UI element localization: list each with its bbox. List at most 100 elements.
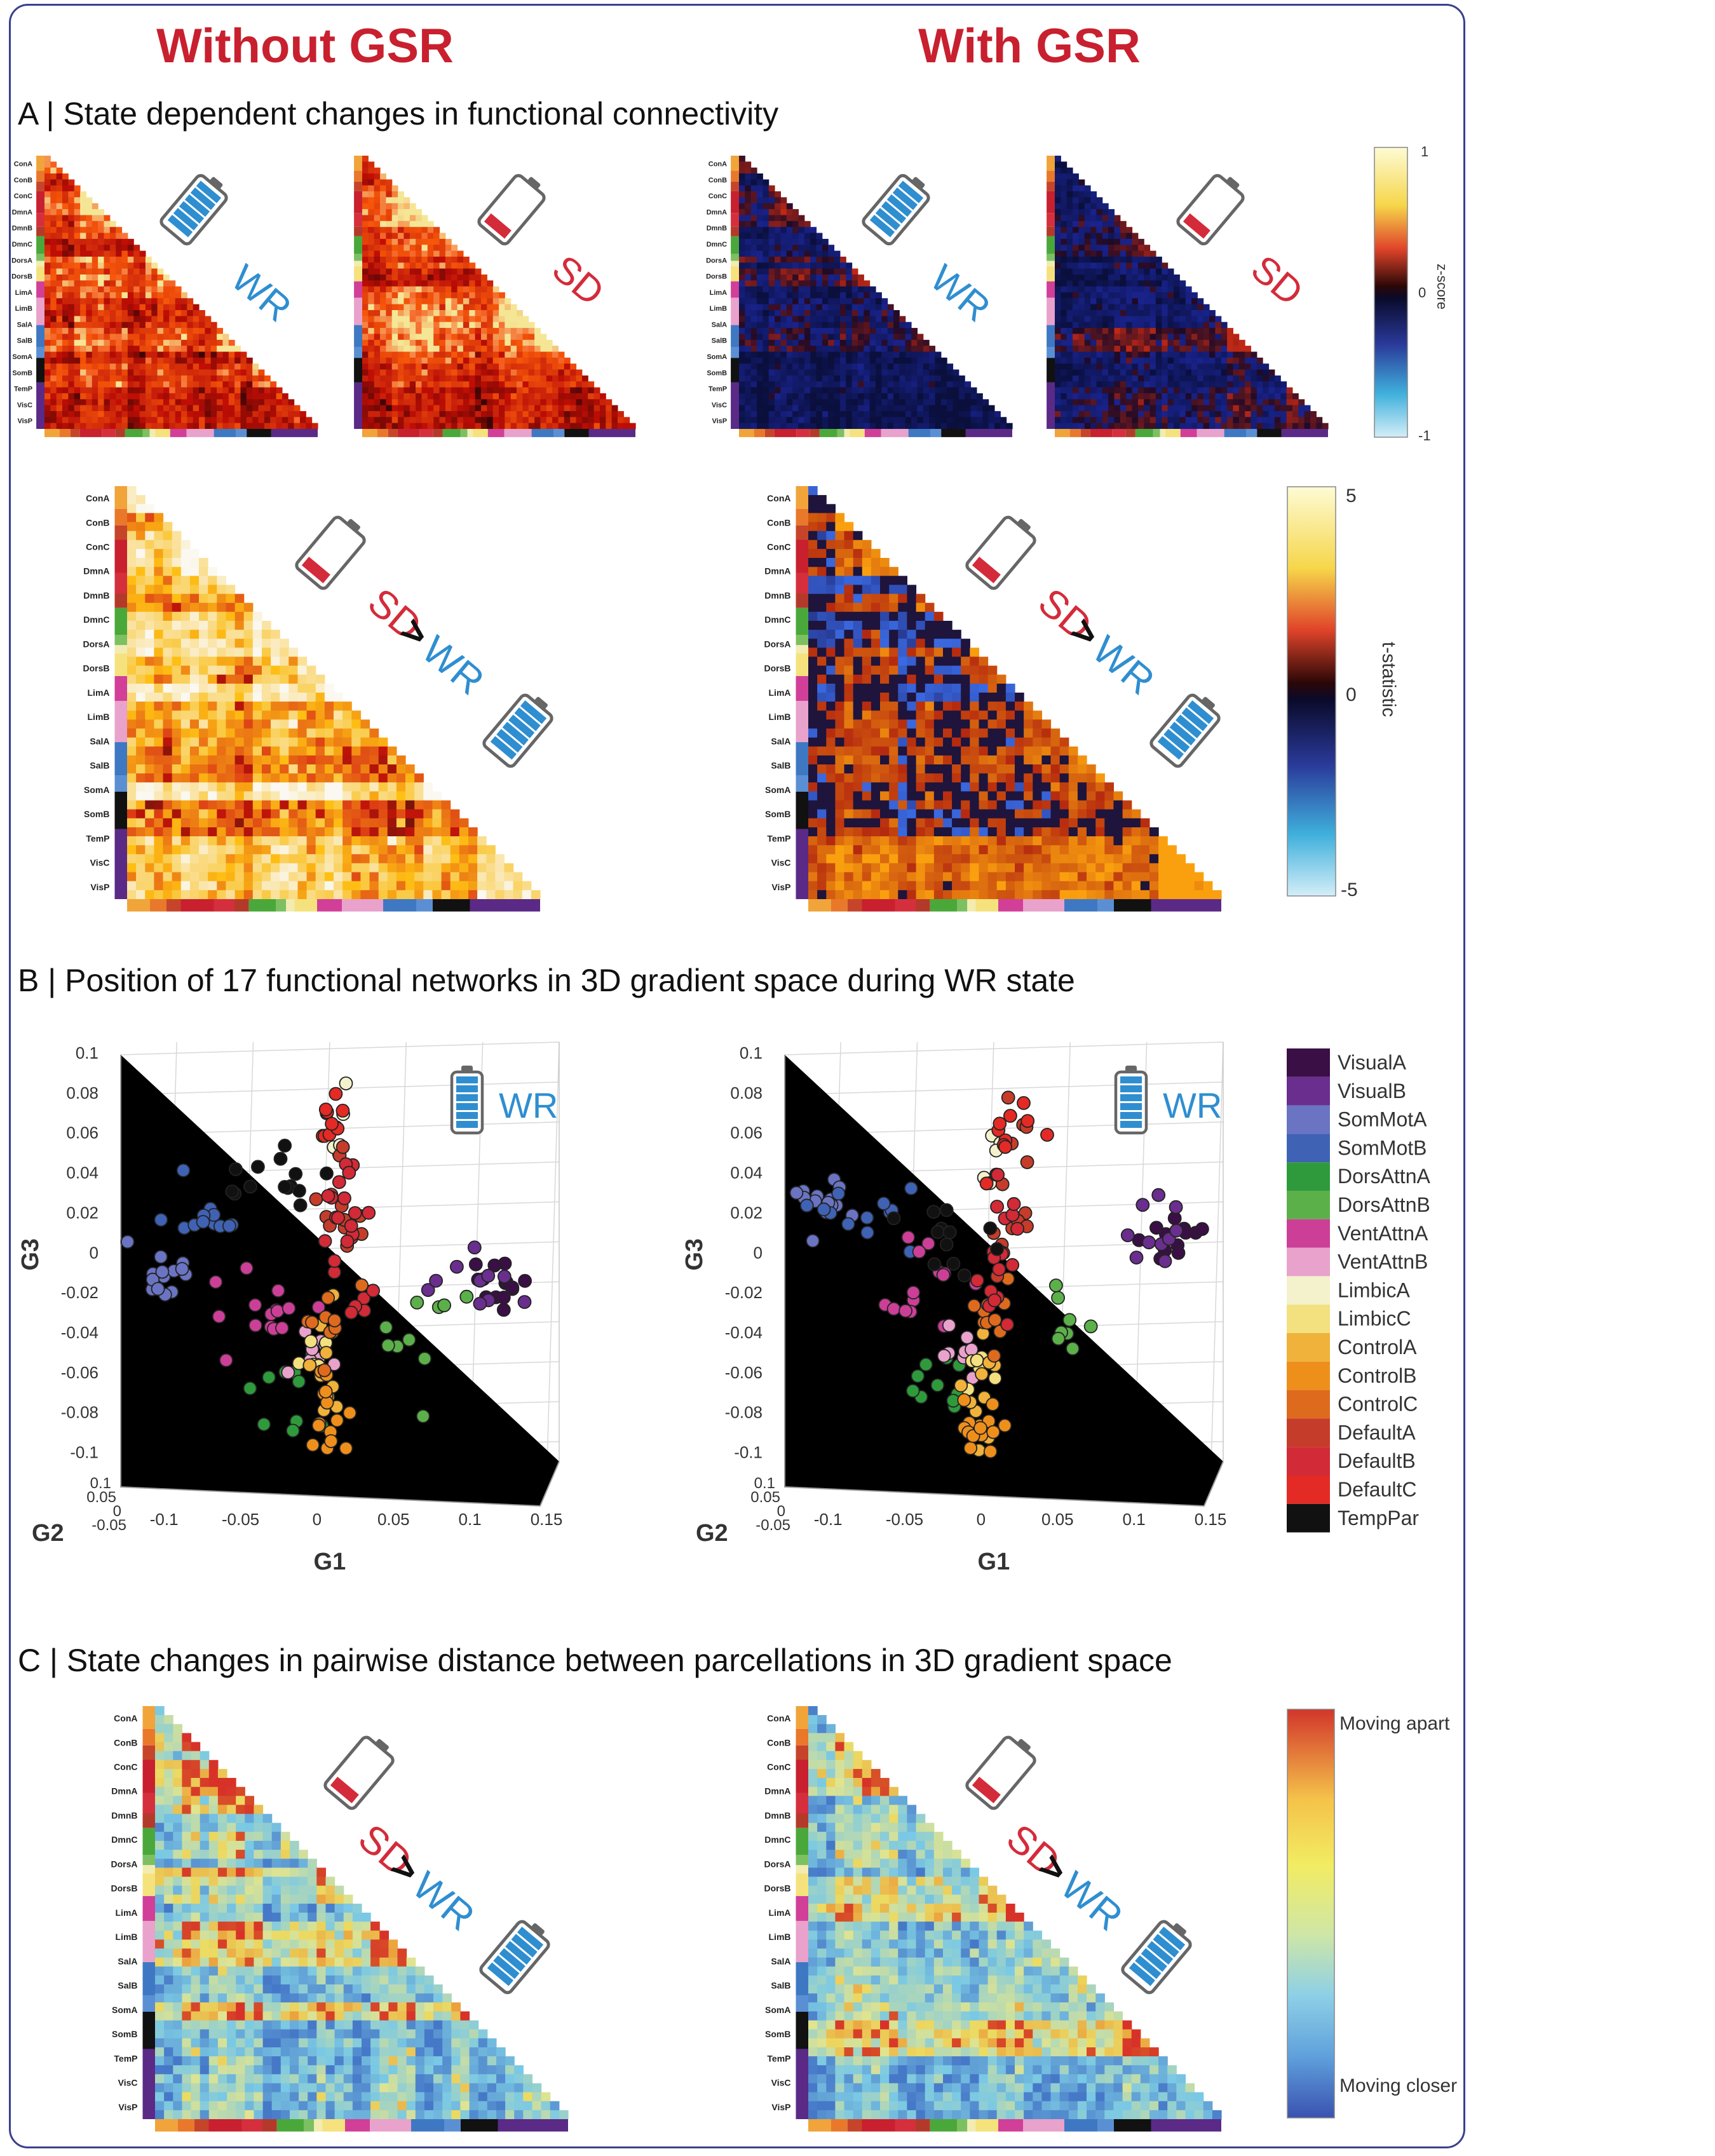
network-bar-left — [796, 1855, 808, 1866]
network-label: ConA — [767, 493, 790, 503]
colorbar-tstat-bottom: -5 — [1341, 879, 1358, 900]
colorbar-zscore: 1 0 -1 z-score — [1374, 144, 1450, 444]
battery-full-icon — [482, 693, 553, 768]
network-bar-left — [796, 635, 808, 646]
network-label: LimB — [15, 305, 33, 313]
point-VisualB — [1158, 1254, 1172, 1268]
network-label: TemP — [86, 833, 109, 843]
wr-label: WR — [499, 1085, 558, 1125]
y-tick-label: -0.05 — [92, 1517, 126, 1534]
point-TempPar — [957, 1268, 972, 1283]
point-DefaultB — [1000, 1317, 1015, 1332]
point-TempPar — [288, 1167, 303, 1181]
network-bar-bottom — [115, 429, 125, 437]
point-TempPar — [292, 1184, 306, 1198]
point-VisualA — [518, 1273, 532, 1288]
network-bar-left — [796, 539, 808, 573]
network-label: ConC — [14, 193, 32, 200]
network-bar-bottom — [881, 429, 909, 437]
network-label: SalB — [17, 337, 33, 345]
colorbar-zscore-mid: 0 — [1418, 285, 1426, 301]
x-tick-label: 0.1 — [1123, 1510, 1146, 1529]
point-DorsAttnB — [1049, 1278, 1063, 1292]
network-label: DorsB — [83, 663, 109, 674]
wr-label: WR — [1052, 1864, 1130, 1939]
network-bar-left — [731, 156, 739, 171]
point-ControlB — [986, 1425, 1001, 1439]
network-bar-bottom — [830, 899, 848, 912]
network-bar-left — [36, 213, 44, 227]
point-ControlB — [306, 1438, 320, 1452]
legend-label: VentAttnB — [1338, 1251, 1428, 1273]
network-bar-bottom — [847, 2119, 862, 2132]
point-VisualB — [421, 1283, 435, 1298]
network-bar-bottom — [847, 899, 862, 912]
network-bar-left — [114, 593, 127, 608]
network-legend: VisualA VisualB SomMotA SomMotB DorsAttnA Dor… — [1287, 1048, 1430, 1533]
network-label: VisC — [771, 858, 791, 868]
network-bar-bottom — [957, 899, 968, 912]
network-bar-left — [36, 325, 44, 347]
network-bar-bottom — [433, 899, 470, 912]
battery-full-icon — [450, 1066, 484, 1135]
connectivity-matrix-dist-gsr: ConA ConB ConC DmnA DmnB DmnC DorsA DorsB LimA Li… — [764, 1706, 1222, 2132]
x-tick-label: 0.1 — [459, 1510, 482, 1529]
network-bar-left — [796, 701, 808, 742]
network-label: DorsA — [706, 257, 727, 264]
network-label: DmnB — [764, 590, 790, 600]
network-bar-left — [1047, 170, 1055, 182]
network-bar-left — [796, 1759, 808, 1793]
point-VentAttnA — [936, 1268, 951, 1282]
point-ControlC — [988, 1313, 1002, 1327]
network-bar-left — [142, 1921, 155, 1962]
network-bar-left — [731, 347, 739, 358]
network-bar-left — [796, 486, 808, 509]
point-VisualA — [496, 1291, 511, 1305]
network-bar-bottom — [286, 899, 295, 912]
network-bar-bottom — [125, 429, 143, 437]
legend-entry: DefaultC — [1287, 1475, 1417, 1504]
network-bar-left — [114, 525, 127, 540]
network-label: DmnA — [707, 208, 727, 216]
battery-low-icon — [295, 515, 366, 590]
point-VentAttnA — [248, 1318, 263, 1332]
network-bar-bottom — [1151, 899, 1221, 912]
network-bar-bottom — [916, 899, 930, 912]
network-bar-left — [142, 1827, 155, 1855]
wr-label: WR — [923, 257, 999, 330]
point-ControlB — [983, 1444, 998, 1459]
network-label: ConC — [767, 541, 790, 552]
network-label: ConB — [14, 177, 32, 184]
network-bar-left — [36, 281, 44, 298]
z-tick-label: 0 — [90, 1243, 98, 1262]
network-bar-bottom — [442, 429, 461, 437]
network-bar-left — [114, 775, 127, 792]
network-bar-left — [142, 2049, 155, 2119]
network-label: ConA — [14, 160, 32, 168]
network-label: VisP — [771, 2102, 790, 2112]
network-bar-bottom — [895, 899, 916, 912]
point-VentAttnA — [912, 1245, 926, 1259]
network-bar-bottom — [271, 429, 318, 437]
legend-entry: VentAttnB — [1287, 1247, 1428, 1277]
point-DefaultB — [991, 1167, 1005, 1182]
legend-swatch — [1287, 1418, 1330, 1448]
z-tick-label: 0.1 — [76, 1043, 98, 1062]
point-LimbicA — [339, 1076, 353, 1090]
legend-swatch — [1287, 1361, 1330, 1390]
point-VentAttnA — [281, 1301, 296, 1315]
y-tick-label: 0.05 — [750, 1489, 780, 1506]
network-label: DmnB — [83, 590, 109, 600]
network-label: SomA — [765, 785, 790, 795]
colorbar-tstat-mid: 0 — [1346, 684, 1357, 705]
network-bar-left — [1047, 156, 1055, 171]
network-bar-bottom — [419, 429, 433, 437]
network-label: DorsB — [706, 273, 727, 281]
network-bar-bottom — [180, 899, 214, 912]
network-label: DmnC — [83, 614, 109, 625]
network-bar-left — [354, 236, 362, 254]
x-tick-label: 0.15 — [1195, 1510, 1227, 1529]
network-bar-bottom — [444, 2119, 461, 2132]
point-VisualB — [467, 1240, 482, 1255]
colorbar-distance-top: Moving apart — [1339, 1713, 1450, 1734]
